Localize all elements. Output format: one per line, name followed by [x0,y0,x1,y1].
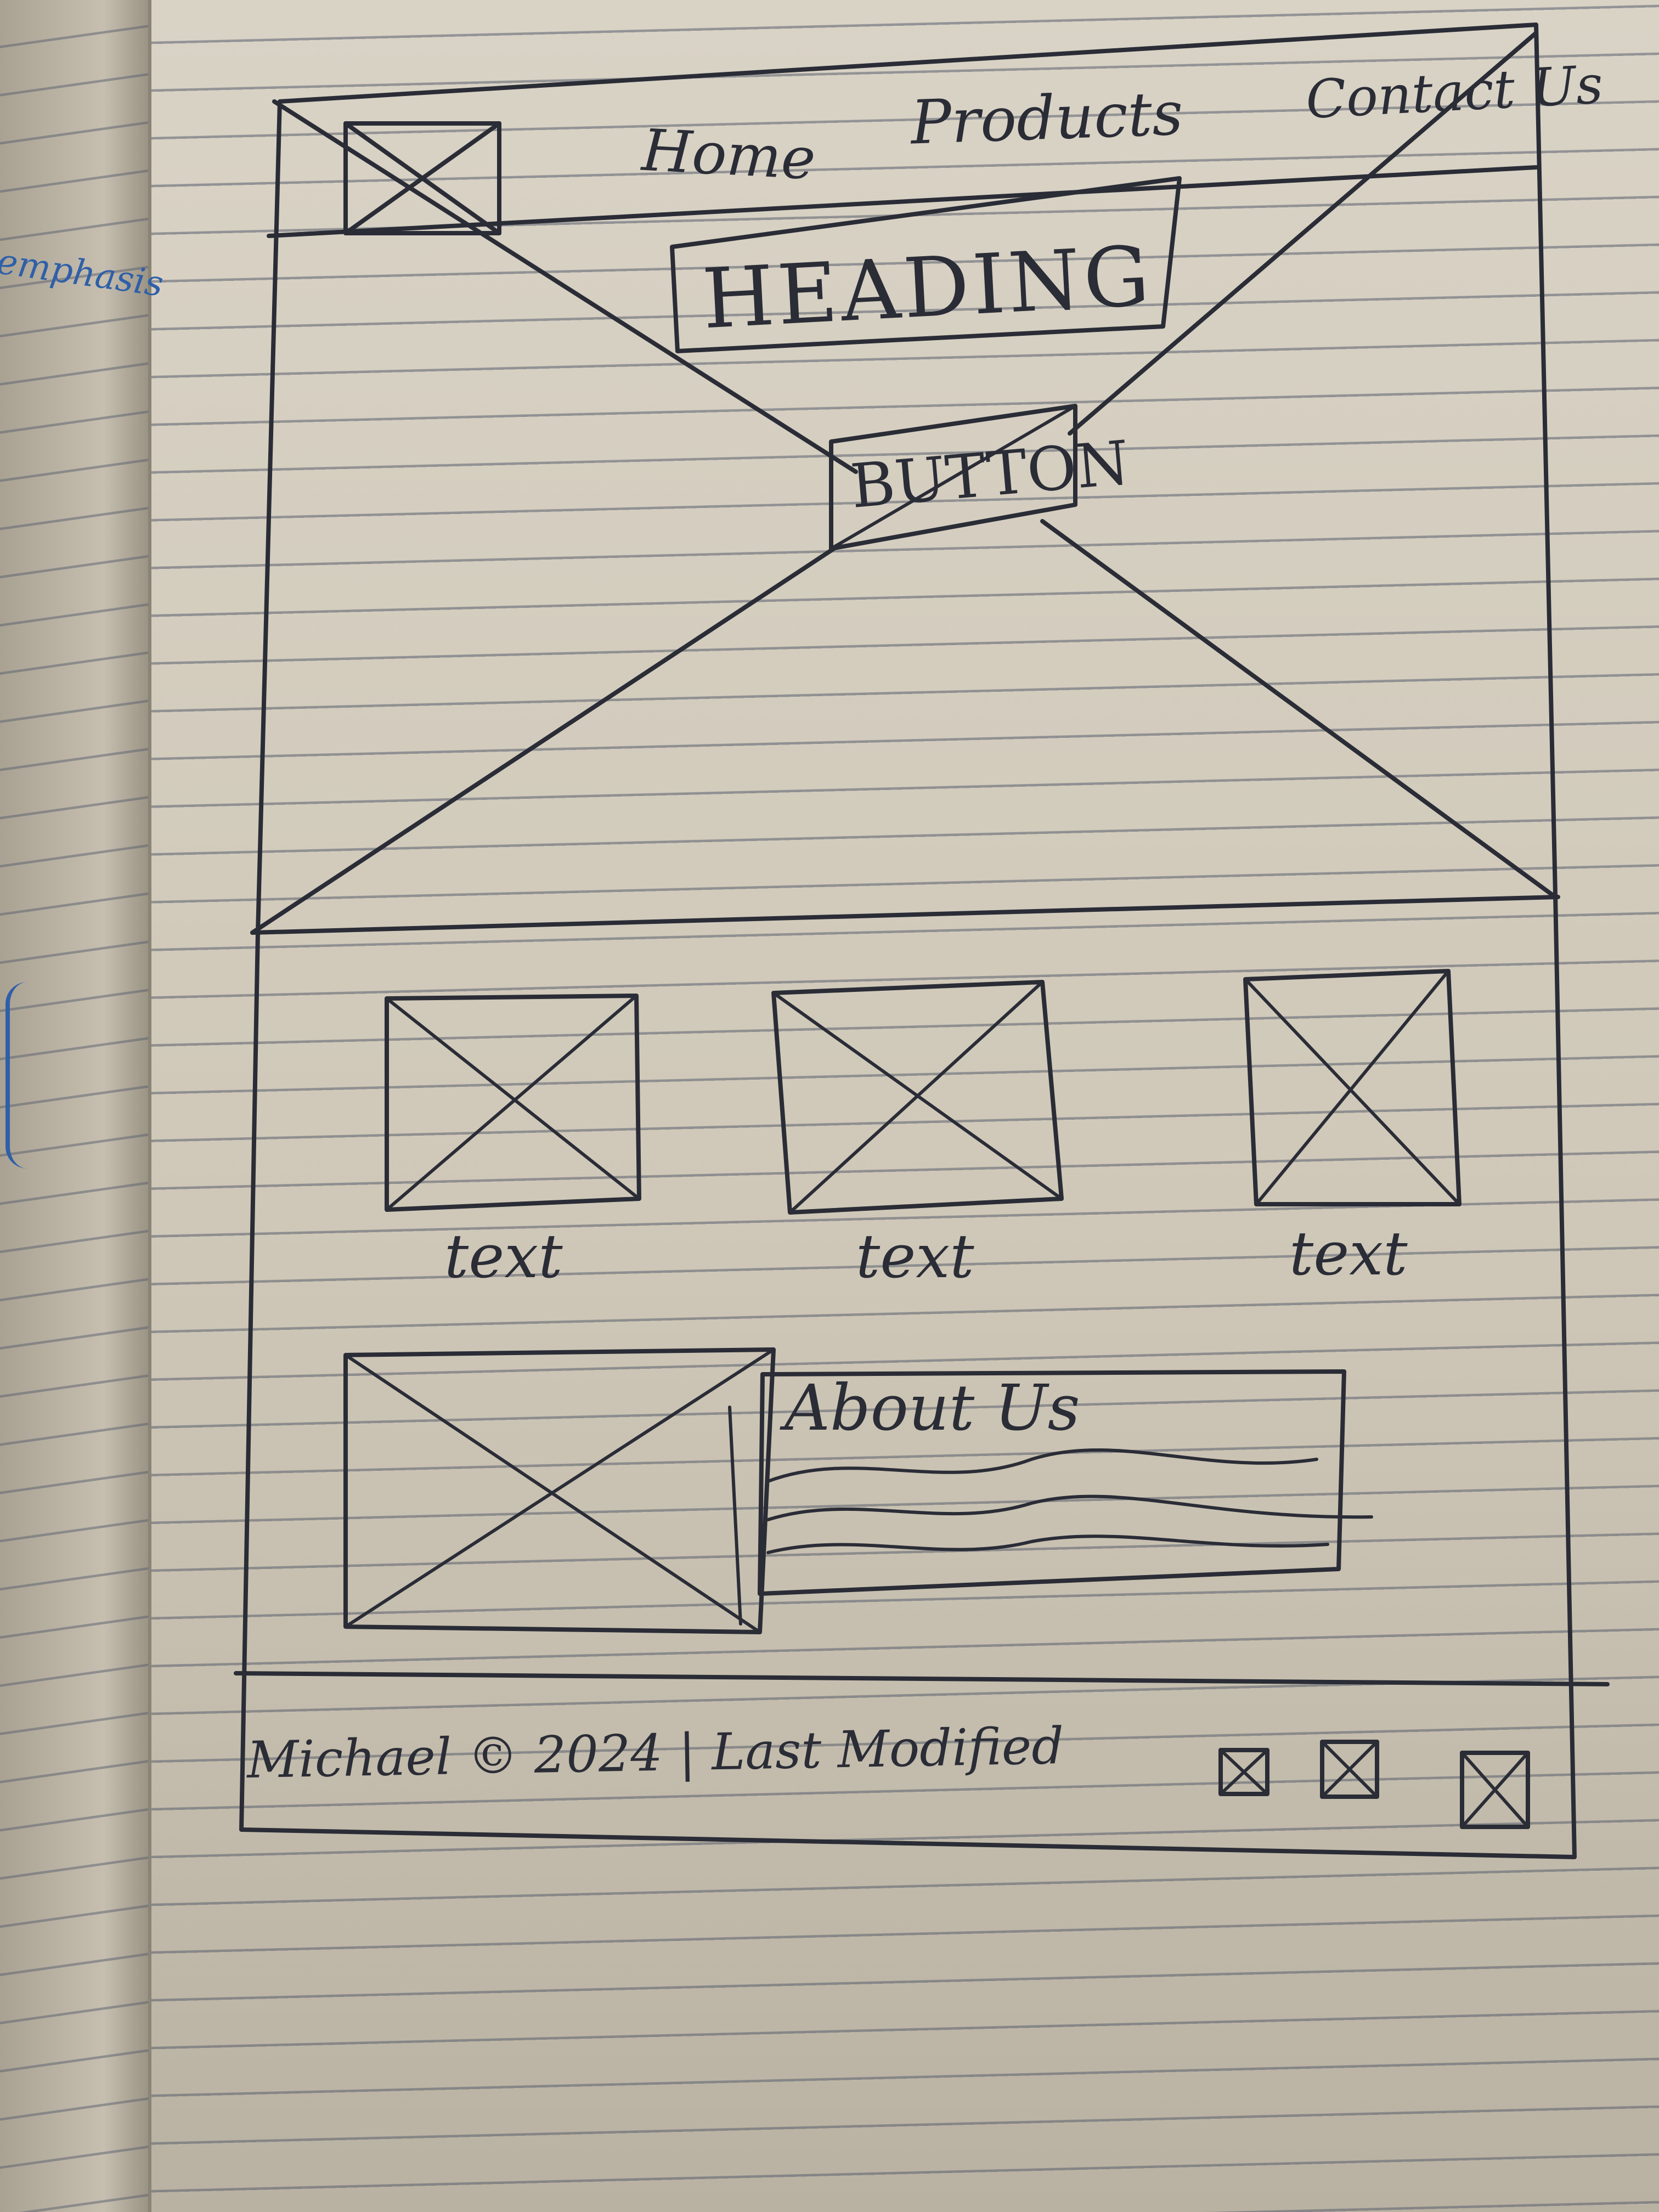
heading-box [670,176,1182,353]
feature-caption-3: text [1289,1218,1408,1289]
facing-page: emphasis [0,0,166,2212]
nav-home[interactable]: Home [640,116,817,193]
feature-caption-1: text [444,1221,563,1291]
logo-placeholder [343,121,501,235]
cta-button-sketch [829,404,1077,551]
hero-x-line-4 [1040,519,1558,899]
footer-divider [234,1671,1610,1686]
nav-contact-us[interactable]: Contact Us [1304,53,1605,131]
hero-divider [250,895,1560,935]
hero-heading: HEADING [700,228,1155,348]
feature-image-1 [385,994,641,1212]
hero-x-line-3 [250,546,836,935]
hero-x-line-1 [272,99,858,474]
nav-products[interactable]: Products [909,78,1184,158]
footer-text: Michael © 2024 | Last Modified [246,1717,1065,1790]
about-text-box [758,1369,1373,1596]
social-icon-3 [1460,1751,1530,1829]
about-image [343,1347,776,1634]
header-divider [267,165,1538,238]
about-title: About Us [785,1372,1080,1445]
hero-x-line-2 [1068,31,1538,436]
margin-mark [5,982,43,1169]
social-icon-2 [1320,1740,1379,1799]
social-icon-1 [1218,1748,1269,1796]
feature-image-3 [1243,969,1462,1206]
feature-caption-2: text [856,1221,974,1291]
feature-image-2 [771,980,1064,1215]
